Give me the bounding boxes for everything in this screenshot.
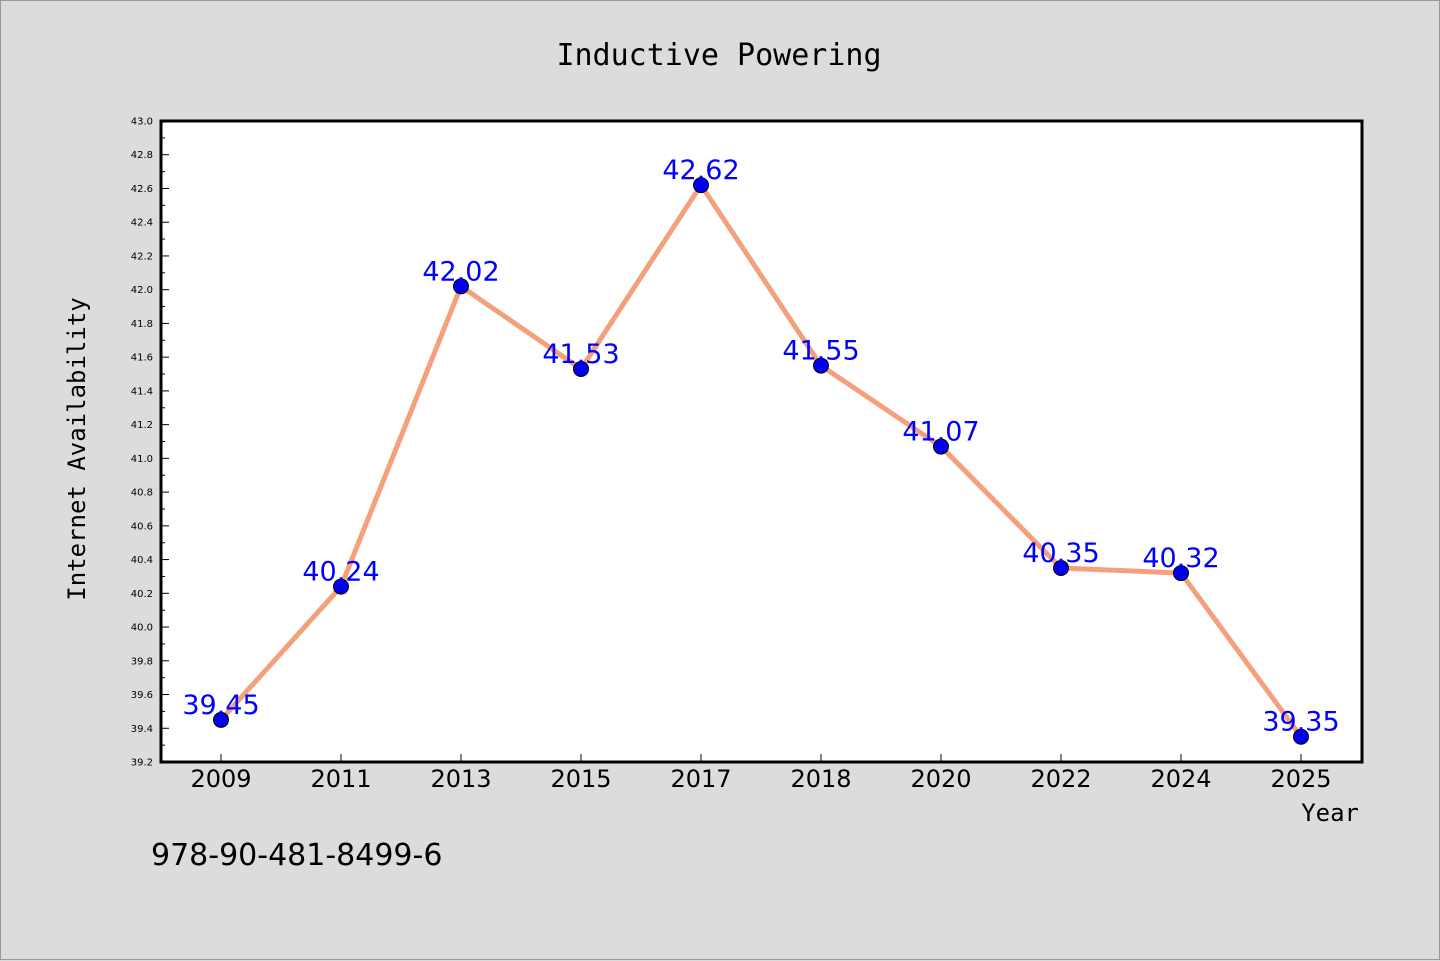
x-tick-label: 2018 bbox=[790, 765, 851, 793]
y-tick-label: 42.4 bbox=[131, 218, 153, 229]
x-tick-label: 2022 bbox=[1030, 765, 1091, 793]
data-point bbox=[1173, 565, 1189, 582]
y-tick-label: 41.2 bbox=[131, 420, 153, 431]
data-point bbox=[333, 578, 349, 595]
data-label: 39.35 bbox=[1262, 707, 1339, 738]
y-tick-label: 39.2 bbox=[131, 758, 153, 769]
x-tick-label: 2025 bbox=[1270, 765, 1331, 793]
y-tick-label: 42.2 bbox=[131, 251, 153, 262]
data-label: 40.24 bbox=[302, 557, 379, 588]
data-point bbox=[453, 278, 469, 295]
data-point bbox=[1053, 560, 1069, 577]
y-tick-label: 41.8 bbox=[131, 319, 153, 330]
y-tick-label: 43.0 bbox=[131, 117, 153, 128]
data-markers bbox=[213, 177, 1309, 745]
data-point bbox=[573, 360, 589, 377]
x-tick-label: 2013 bbox=[430, 765, 491, 793]
isbn-code: 978-90-481-8499-6 bbox=[151, 838, 442, 873]
data-label: 39.45 bbox=[182, 690, 259, 721]
y-tick-label: 40.4 bbox=[131, 555, 153, 566]
y-tick-label: 41.0 bbox=[131, 454, 153, 465]
data-label: 40.35 bbox=[1022, 538, 1099, 569]
plot-area bbox=[159, 119, 1364, 764]
y-tick-label: 39.8 bbox=[131, 656, 153, 667]
x-tick-label: 2017 bbox=[670, 765, 731, 793]
y-tick-label: 39.4 bbox=[131, 724, 153, 735]
y-tick-label: 39.6 bbox=[131, 690, 153, 701]
y-axis-ticks: 39.2 39.4 39.6 39.8 40.0 40.2 40.4 40.6 40.8 41.0… bbox=[131, 117, 169, 769]
data-labels: 39.45 40.24 42.02 41.53 42.62 41.55 41.07 40.35… bbox=[182, 155, 1339, 738]
data-label: 42.62 bbox=[662, 155, 739, 186]
x-tick-label: 2011 bbox=[310, 765, 371, 793]
x-axis-ticks: 2009 2011 2013 2015 2017 2018 2020 2022 2024 2025 bbox=[190, 754, 1332, 793]
x-axis-label: Year bbox=[1301, 799, 1359, 827]
data-point bbox=[813, 357, 829, 374]
data-label: 42.02 bbox=[422, 256, 499, 287]
data-point bbox=[213, 711, 229, 728]
y-tick-label: 42.0 bbox=[131, 285, 153, 296]
x-tick-label: 2024 bbox=[1150, 765, 1211, 793]
x-tick-label: 2009 bbox=[190, 765, 251, 793]
y-tick-label: 42.8 bbox=[131, 150, 153, 161]
y-tick-label: 40.6 bbox=[131, 521, 153, 532]
y-tick-label: 40.2 bbox=[131, 589, 153, 600]
data-label: 41.53 bbox=[542, 339, 619, 370]
data-point bbox=[1293, 728, 1309, 745]
chart-title: Inductive Powering bbox=[556, 38, 881, 73]
y-axis-label: Internet Availability bbox=[63, 297, 91, 600]
data-label: 40.32 bbox=[1142, 543, 1219, 574]
y-tick-label: 41.6 bbox=[131, 353, 153, 364]
x-tick-label: 2020 bbox=[910, 765, 971, 793]
x-tick-label: 2015 bbox=[550, 765, 611, 793]
data-label: 41.07 bbox=[902, 417, 979, 448]
y-tick-label: 40.0 bbox=[131, 623, 153, 634]
data-point bbox=[693, 177, 709, 194]
y-tick-label: 41.4 bbox=[131, 386, 153, 397]
y-tick-label: 40.8 bbox=[131, 488, 153, 499]
data-point bbox=[933, 438, 949, 455]
data-label: 41.55 bbox=[782, 336, 859, 367]
series-line bbox=[218, 182, 1304, 740]
y-tick-label: 42.6 bbox=[131, 184, 153, 195]
